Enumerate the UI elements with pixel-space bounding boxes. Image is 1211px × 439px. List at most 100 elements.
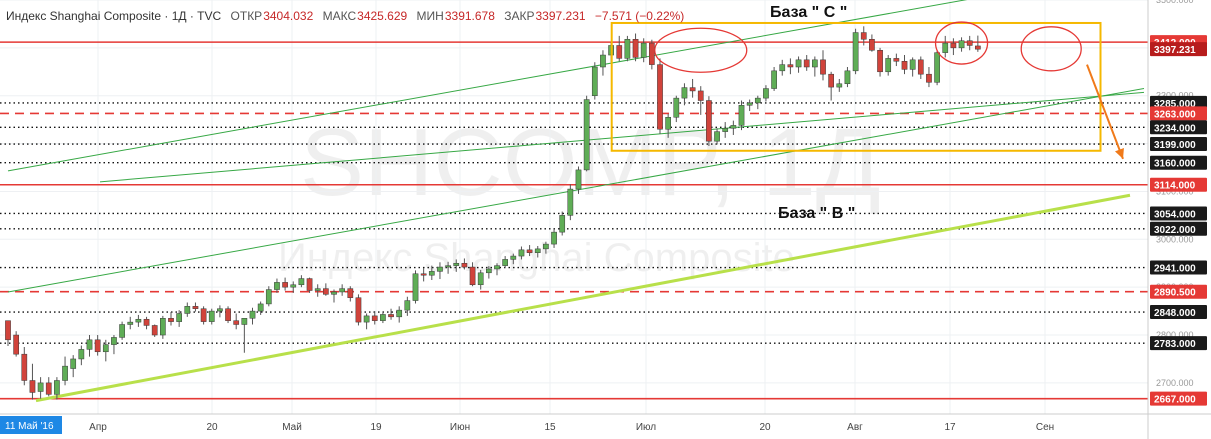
candle [624, 35, 631, 62]
candle [657, 58, 663, 135]
candle [722, 122, 729, 138]
candle [274, 278, 280, 293]
candle [559, 211, 566, 236]
candle [54, 377, 60, 400]
candle-body [241, 318, 248, 325]
candle-body [339, 288, 345, 293]
candle-body [102, 344, 109, 353]
candle-body [86, 339, 93, 350]
candle [241, 318, 248, 353]
candle [860, 26, 867, 46]
candle [812, 56, 818, 77]
candle [461, 258, 468, 270]
candle-body [62, 365, 68, 381]
candle [135, 314, 142, 327]
candle [934, 50, 940, 86]
candle-body [135, 318, 142, 323]
candle [714, 128, 720, 145]
candle [901, 55, 908, 75]
candle-body [176, 313, 183, 322]
price-label-badge: 2667.000 [1150, 391, 1207, 406]
candle-body [510, 255, 517, 260]
price-label-badge: 3199.000 [1150, 137, 1207, 152]
candle-body [624, 38, 631, 59]
price-label-badge: 3263.000 [1150, 106, 1207, 121]
candle-body [290, 284, 297, 288]
price-badge-bg [1150, 42, 1207, 57]
candle [795, 56, 802, 73]
candle [763, 85, 769, 102]
candle [779, 59, 786, 76]
candle [111, 335, 117, 355]
candle [543, 241, 549, 254]
candle-body [917, 59, 924, 75]
candle [942, 35, 949, 58]
candle-body [217, 308, 223, 312]
candle-body [5, 320, 11, 341]
legend-change: −7.571 (−0.22%) [594, 9, 685, 23]
candle [143, 316, 150, 330]
candle-body [657, 64, 663, 130]
candle-body [852, 32, 859, 72]
candle [225, 306, 231, 324]
candle-body [21, 353, 28, 381]
candle-body [975, 45, 981, 50]
legend-symbol: Индекс Shanghai Composite · 1Д · TVC [6, 9, 222, 23]
candle-body [738, 105, 745, 126]
x-tick-label: Июн [450, 422, 470, 433]
candle [428, 265, 435, 280]
candle-body [13, 334, 19, 355]
candle-body [160, 318, 166, 336]
candle-body [143, 318, 150, 326]
candle-body [551, 231, 557, 245]
price-badge-bg [1150, 305, 1207, 320]
candle [412, 270, 419, 304]
candle-body [502, 259, 508, 266]
candle [885, 55, 892, 76]
price-badge-text: 2667.000 [1154, 395, 1196, 406]
price-badge-text: 3285.000 [1154, 99, 1196, 110]
price-badge-bg [1150, 106, 1207, 121]
candle-body [958, 40, 965, 49]
candle [820, 50, 826, 81]
candle [355, 294, 362, 326]
price-badge-text: 3234.000 [1154, 123, 1196, 134]
candle [5, 320, 11, 347]
candle [681, 83, 688, 106]
legend-open-value: 3404.032 [263, 9, 314, 23]
candle [616, 35, 623, 62]
candle [102, 339, 109, 362]
price-badge-text: 3022.000 [1154, 225, 1196, 236]
price-label-badge: 3114.000 [1150, 177, 1207, 192]
candle [632, 33, 639, 62]
candle [339, 284, 345, 296]
candle-body [706, 100, 712, 142]
candle-body [885, 58, 892, 73]
candle-body [567, 188, 574, 216]
x-tick-label: 20 [206, 422, 218, 433]
candle-body [151, 325, 158, 336]
candle-body [412, 273, 419, 301]
candle [893, 53, 900, 67]
y-tick-label: 3300.000 [1156, 91, 1194, 101]
price-badge-bg [1150, 137, 1207, 152]
candle [62, 356, 68, 386]
candle [583, 95, 590, 172]
candle-body [934, 52, 940, 83]
x-tick-label: Авг [847, 422, 863, 433]
candle-body [486, 268, 492, 274]
trend-channel [7, 0, 1145, 293]
candle-body [689, 87, 696, 92]
candle-body [665, 117, 671, 130]
chart-legend: Индекс Shanghai Composite · 1Д · TVC ОТК… [6, 9, 684, 23]
candle [673, 95, 680, 123]
watermark-name: Индекс Shanghai Composite [278, 236, 795, 280]
candle-body [926, 73, 932, 83]
forecast-arrow [1086, 64, 1124, 160]
price-badge-bg [1150, 260, 1207, 275]
candle [665, 113, 671, 138]
candle-body [526, 249, 533, 253]
candle-body [616, 45, 623, 59]
